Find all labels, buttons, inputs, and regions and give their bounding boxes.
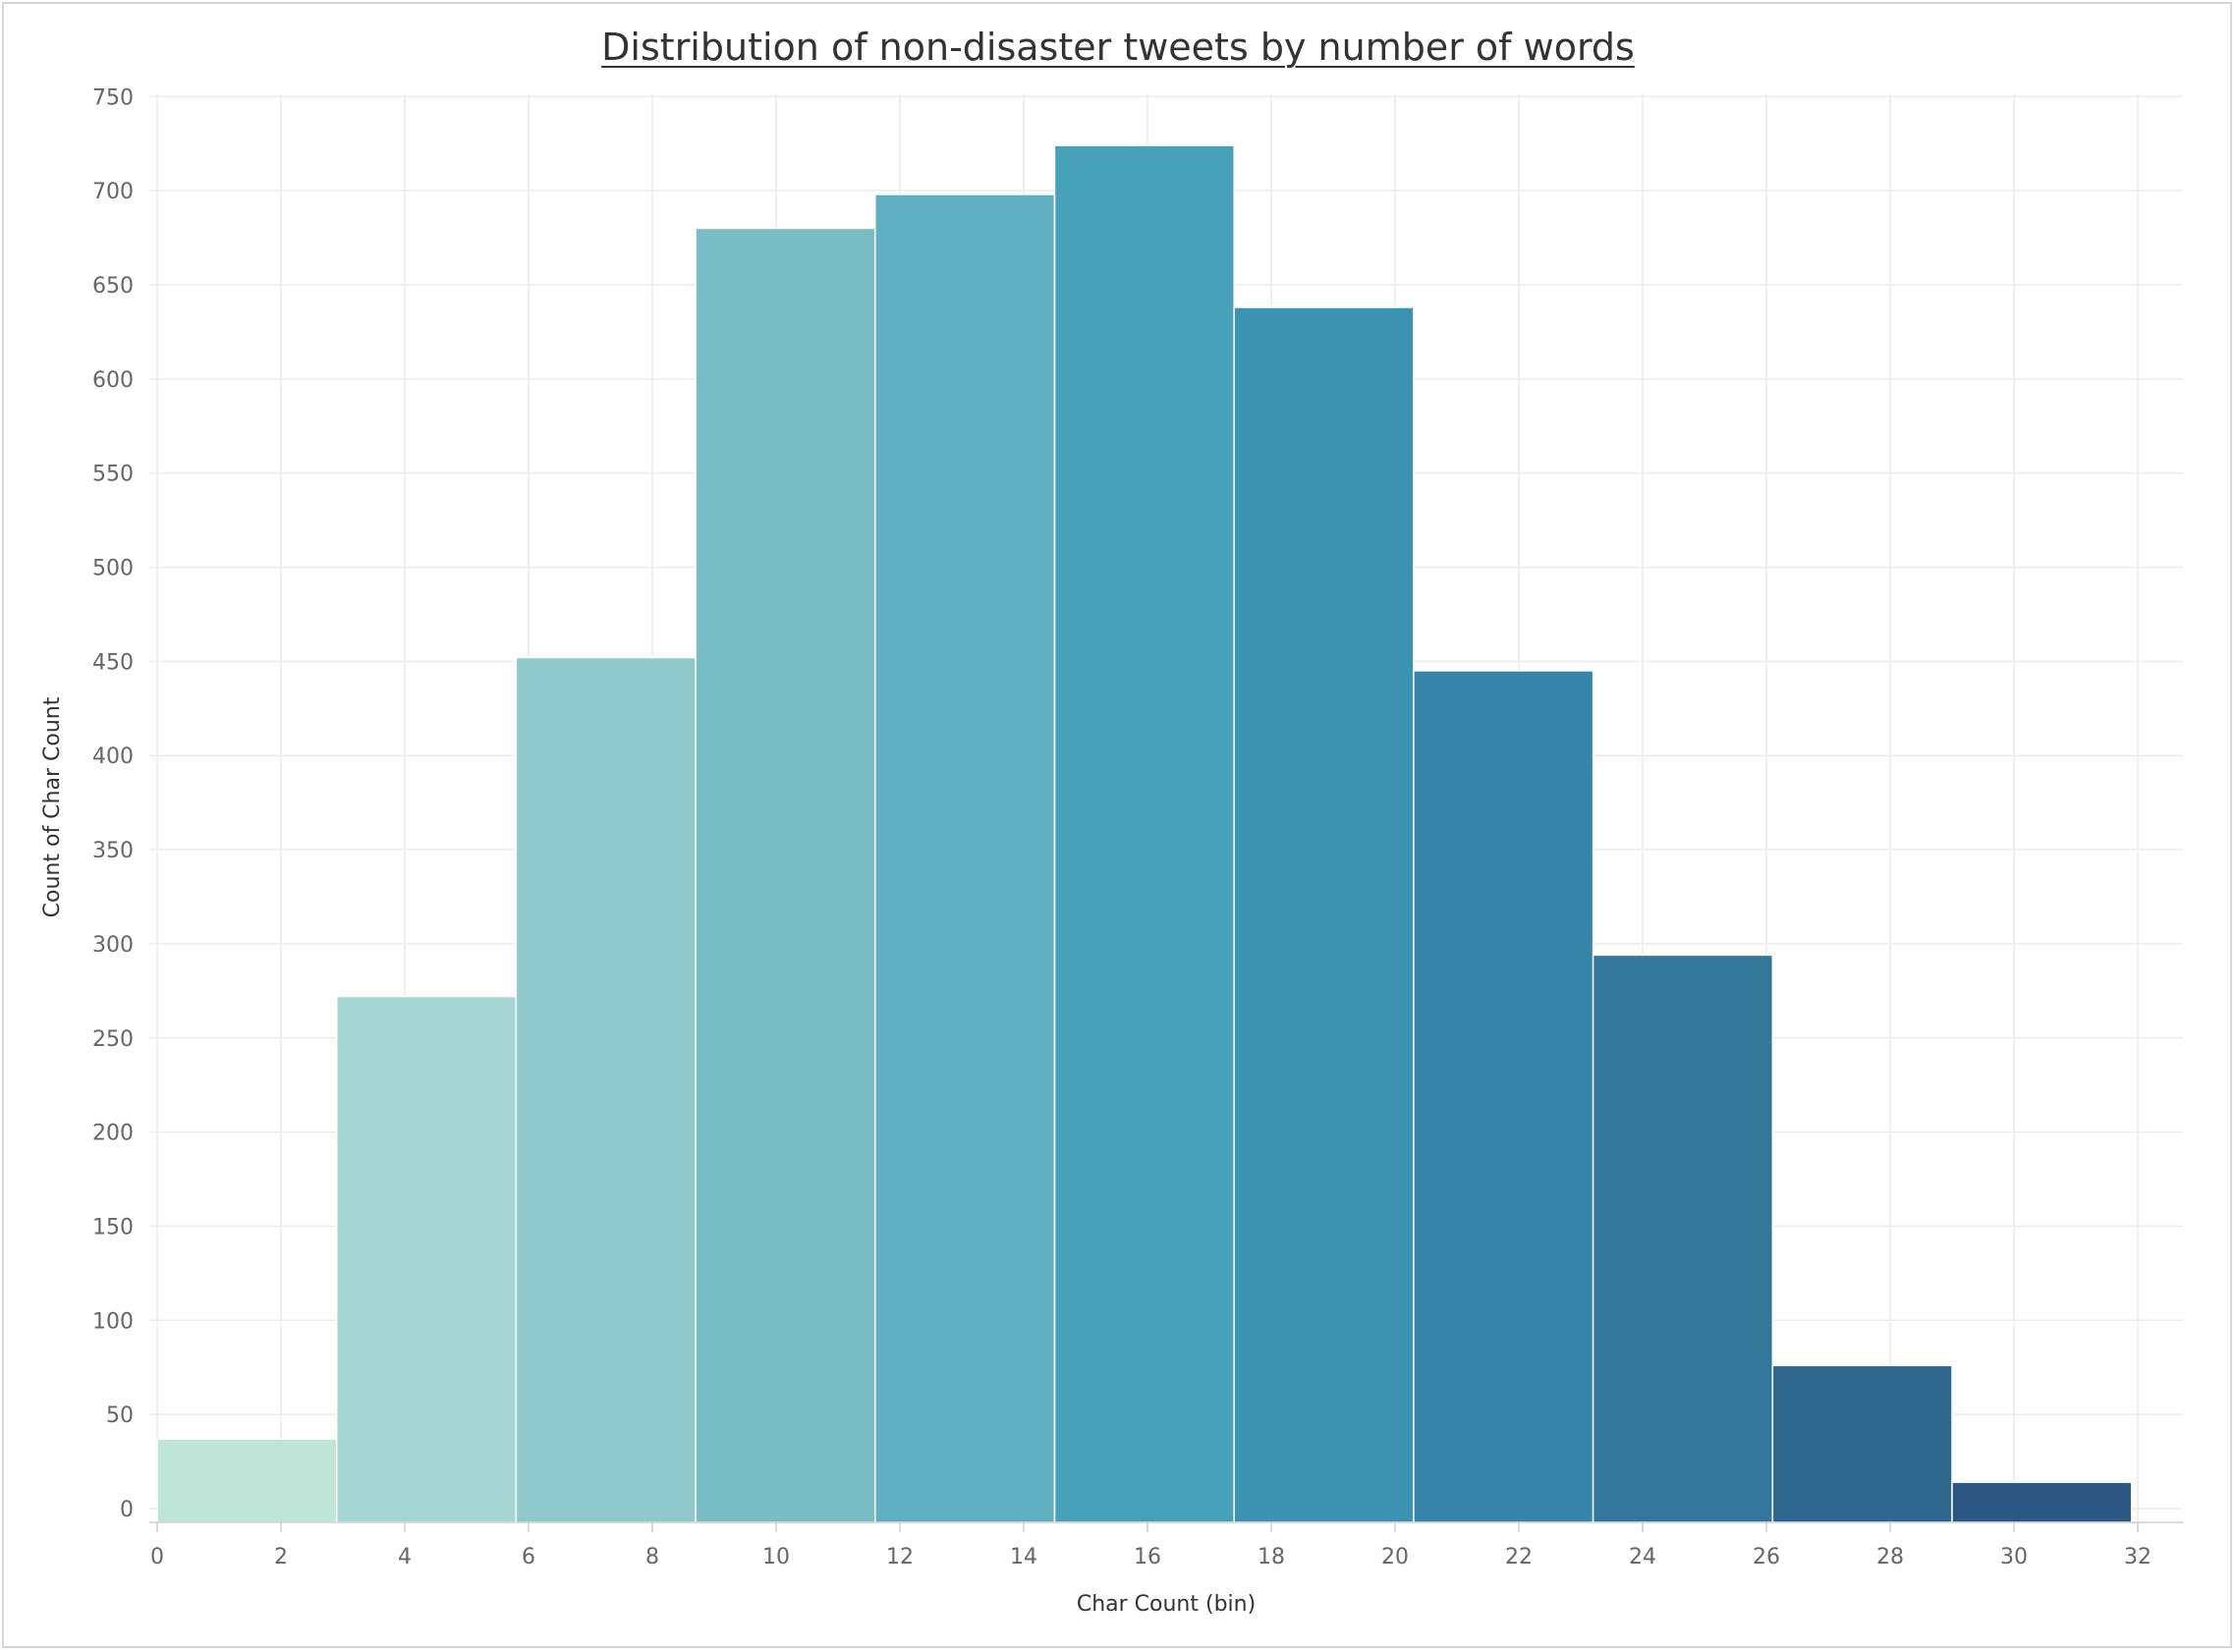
x-tick-label: 2 [274,1545,288,1569]
bar-2 [515,656,697,1523]
y-axis-title: Count of Char Count [40,696,65,917]
x-tick-label: 28 [1876,1545,1904,1569]
x-tick-label: 22 [1505,1545,1533,1569]
y-axis-ticks: 0 50 100 150 200 250 300 350 400 450 500 550 600 650 7… [92,85,134,1522]
x-axis-ticks: 0 2 4 6 8 10 12 14 16 18 20 22 24 26 28 30 32 [150,1522,2152,1569]
bar-10 [1951,1481,2133,1523]
y-tick-label: 150 [92,1215,134,1239]
bar-7 [1413,670,1594,1523]
bar-1 [335,995,518,1523]
y-tick-label: 300 [92,933,134,958]
x-tick-label: 24 [1629,1545,1656,1569]
y-tick-label: 750 [92,85,134,110]
chart-title: Distribution of non-disaster tweets by n… [601,26,1635,69]
x-tick-label: 14 [1010,1545,1037,1569]
x-tick-label: 4 [398,1545,412,1569]
x-tick-label: 26 [1753,1545,1780,1569]
x-tick-label: 6 [522,1545,535,1569]
bars [156,144,2133,1523]
bar-3 [695,227,876,1523]
bar-4 [874,193,1056,1523]
x-axis-title: Char Count (bin) [1077,1592,1256,1617]
x-tick-label: 8 [645,1545,659,1569]
y-tick-label: 350 [92,839,134,863]
x-tick-label: 10 [762,1545,790,1569]
y-tick-label: 450 [92,650,134,675]
x-tick-label: 30 [2000,1545,2028,1569]
y-tick-label: 250 [92,1027,134,1052]
x-tick-label: 12 [886,1545,914,1569]
y-tick-label: 500 [92,557,134,581]
x-tick-label: 16 [1134,1545,1161,1569]
y-tick-label: 550 [92,463,134,487]
x-tick-label: 0 [150,1545,164,1569]
y-tick-label: 0 [120,1498,134,1522]
bar-0 [156,1438,338,1523]
x-tick-label: 32 [2124,1545,2152,1569]
y-tick-label: 50 [106,1404,134,1428]
bar-8 [1592,954,1774,1523]
y-tick-label: 200 [92,1122,134,1146]
x-tick-label: 18 [1258,1545,1285,1569]
x-tick-label: 20 [1381,1545,1409,1569]
y-tick-label: 600 [92,368,134,393]
bar-9 [1771,1364,1953,1523]
bar-6 [1233,306,1415,1523]
y-tick-label: 700 [92,180,134,204]
y-tick-label: 400 [92,744,134,769]
y-tick-label: 650 [92,274,134,299]
bar-5 [1053,144,1235,1523]
y-tick-label: 100 [92,1309,134,1334]
